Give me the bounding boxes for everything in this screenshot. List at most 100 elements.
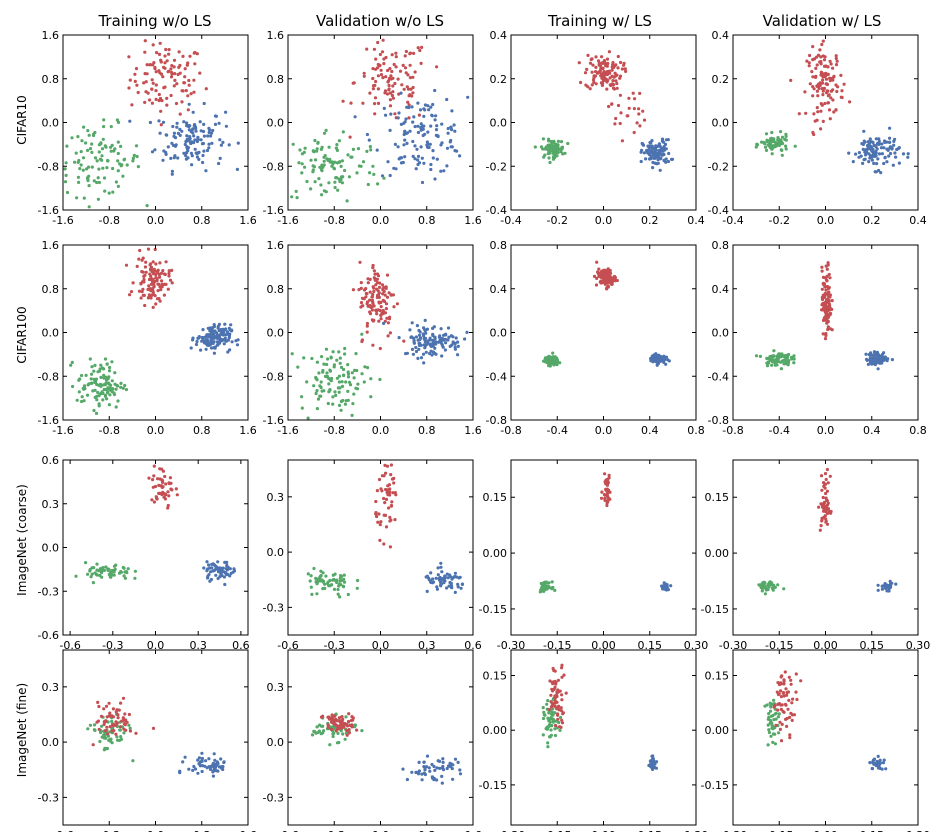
red-point	[371, 87, 375, 91]
red-point	[560, 698, 564, 702]
blue-point	[208, 334, 212, 338]
green-point	[96, 176, 100, 180]
green-point	[773, 742, 778, 746]
blue-point	[187, 102, 191, 106]
green-point	[545, 727, 550, 731]
red-point	[604, 279, 608, 283]
green-point	[135, 154, 139, 159]
green-point	[344, 715, 348, 719]
blue-point	[661, 140, 666, 144]
red-point	[384, 286, 388, 290]
blue-point	[205, 343, 210, 347]
blue-point	[876, 583, 880, 587]
column-title-1: Training w/o LS	[97, 12, 211, 30]
red-point	[373, 102, 377, 106]
red-point	[165, 103, 169, 107]
red-point	[549, 693, 553, 697]
blue-point	[205, 569, 209, 573]
blue-point	[440, 570, 444, 574]
blue-point	[433, 177, 437, 181]
red-point	[784, 687, 788, 691]
red-point	[376, 274, 381, 278]
blue-point	[441, 578, 445, 582]
blue-point	[217, 161, 221, 166]
blue-point	[213, 765, 217, 770]
blue-point	[652, 146, 656, 150]
red-point	[788, 733, 792, 737]
green-point	[88, 723, 92, 727]
red-point	[608, 277, 612, 281]
blue-point	[882, 758, 886, 762]
blue-point	[436, 134, 440, 138]
green-point	[107, 375, 111, 379]
red-point	[595, 276, 599, 280]
x-tick-label: -0.8	[99, 424, 120, 437]
blue-point	[213, 114, 218, 118]
blue-point	[649, 761, 654, 765]
green-point	[102, 367, 106, 371]
red-point	[786, 690, 791, 694]
red-point	[158, 41, 162, 45]
blue-point	[194, 342, 199, 347]
blue-point	[458, 772, 463, 776]
blue-point	[185, 151, 189, 155]
green-point	[328, 578, 332, 583]
y-tick-label: -1.6	[38, 204, 59, 217]
green-point	[356, 147, 361, 151]
blue-point	[423, 318, 427, 322]
green-point	[300, 395, 304, 399]
green-point	[355, 586, 359, 590]
red-point	[159, 109, 163, 113]
scatter-points	[763, 670, 888, 771]
red-point	[375, 312, 379, 316]
blue-point	[873, 352, 877, 356]
blue-point	[433, 335, 437, 339]
red-point	[607, 473, 611, 477]
red-point	[391, 491, 395, 495]
red-point	[178, 112, 182, 116]
red-point	[383, 463, 387, 467]
red-point	[167, 269, 171, 273]
red-point	[585, 67, 589, 71]
blue-point	[880, 152, 885, 156]
blue-point	[666, 588, 671, 592]
green-point	[338, 361, 342, 365]
y-tick-label: 0.0	[267, 117, 285, 130]
green-point	[769, 714, 774, 718]
red-point	[388, 331, 392, 335]
red-point	[602, 59, 607, 63]
green-point	[88, 147, 93, 151]
green-point	[770, 363, 774, 367]
blue-point	[449, 125, 453, 129]
blue-point	[187, 767, 191, 771]
blue-point	[664, 355, 669, 359]
blue-point	[868, 154, 873, 158]
blue-point	[434, 128, 439, 132]
green-point	[542, 710, 546, 715]
blue-point	[422, 343, 426, 347]
green-point	[769, 705, 773, 709]
red-point	[164, 482, 168, 486]
green-point	[105, 362, 109, 366]
blue-point	[223, 322, 227, 326]
y-tick-label: 0.0	[267, 546, 285, 559]
red-point	[170, 488, 174, 492]
blue-point	[190, 163, 194, 167]
red-point	[776, 708, 780, 712]
red-point	[779, 689, 783, 693]
blue-point	[431, 577, 435, 581]
blue-point	[439, 339, 443, 343]
red-point	[556, 713, 560, 717]
blue-point	[164, 152, 168, 156]
blue-point	[200, 335, 204, 340]
green-point	[331, 402, 335, 406]
blue-point	[162, 149, 166, 153]
blue-point	[415, 324, 419, 328]
blue-point	[435, 766, 439, 770]
green-point	[84, 141, 88, 145]
red-point	[604, 63, 608, 68]
blue-point	[893, 151, 897, 155]
green-point	[782, 358, 786, 362]
red-point	[821, 495, 825, 500]
x-tick-label: 0.8	[418, 214, 436, 227]
